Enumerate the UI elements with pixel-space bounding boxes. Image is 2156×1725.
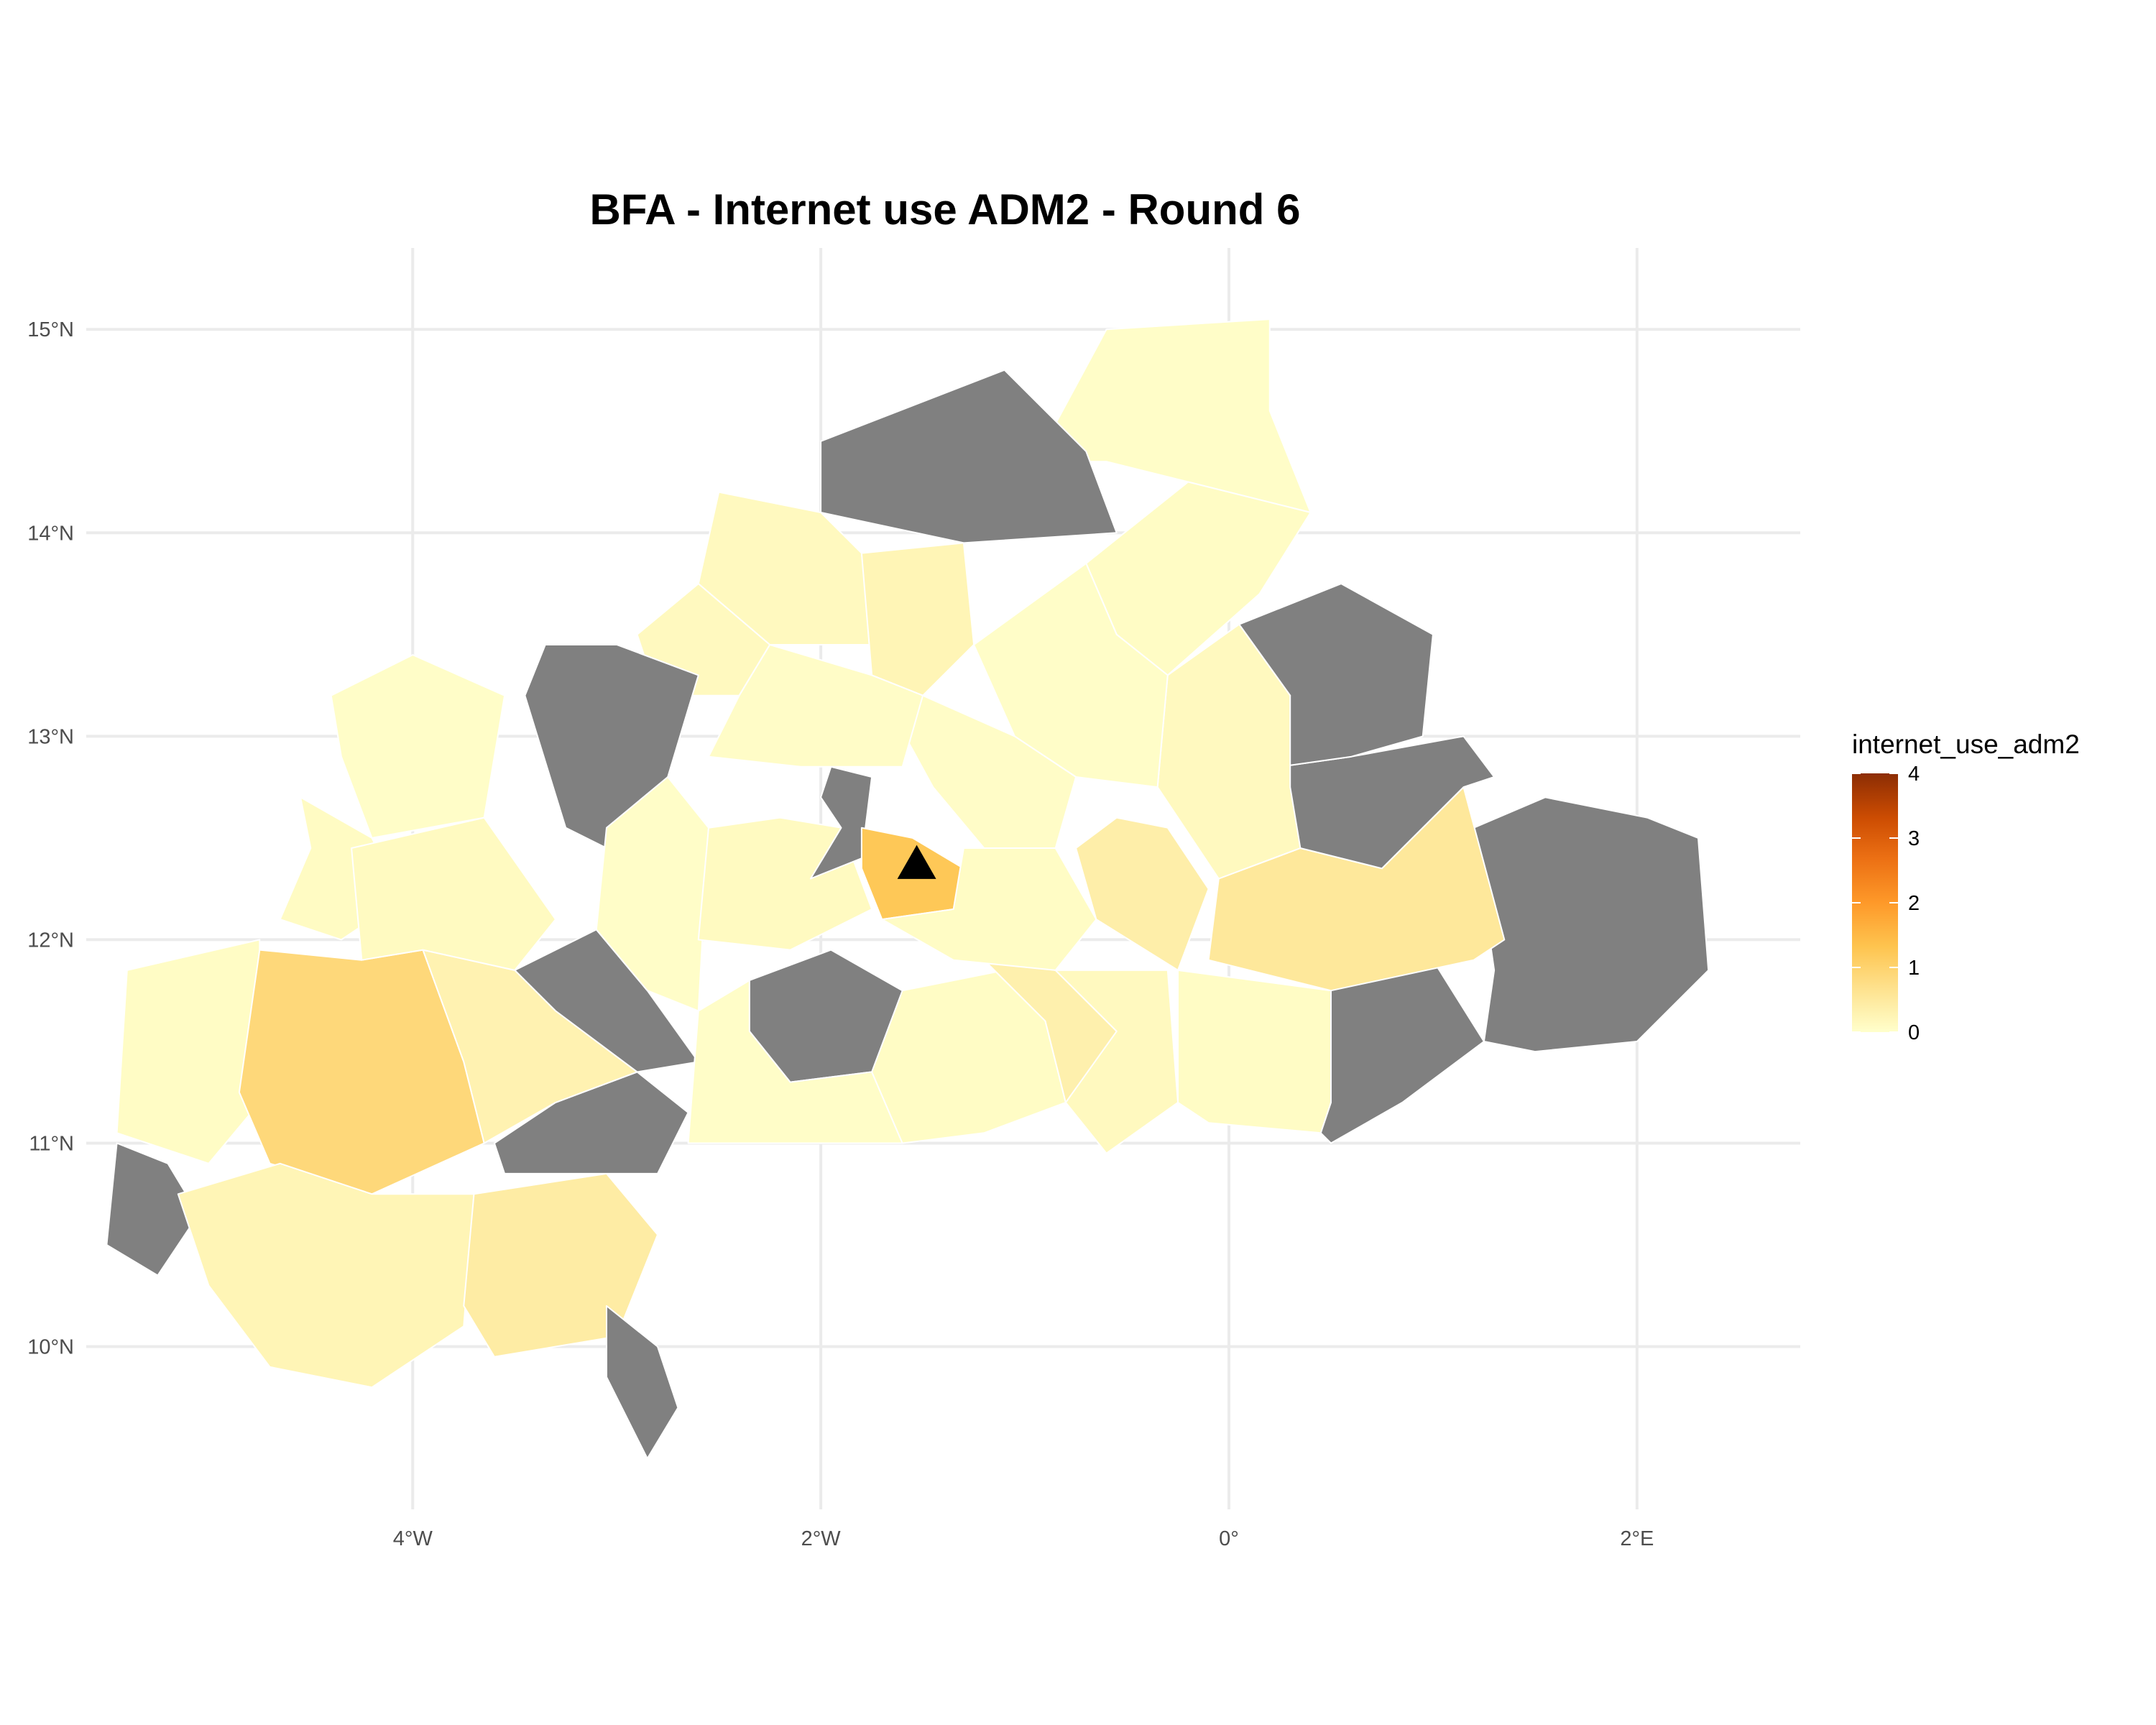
region-r25 [1177, 969, 1332, 1134]
legend-tick-label-0: 0 [1908, 1021, 1920, 1044]
legend: internet_use_adm2 0 1 2 3 4 [1852, 730, 2080, 1044]
region-r40 [1075, 816, 1210, 971]
y-tick-label-3: 13°N [27, 725, 74, 748]
y-tick-label-4: 14°N [27, 522, 74, 545]
region-r27 [1473, 796, 1710, 1053]
y-axis-ticks: 10°N 11°N 12°N 13°N 14°N 15°N [27, 318, 74, 1358]
x-tick-label-2: 0° [1219, 1527, 1239, 1550]
region-r35 [708, 644, 924, 768]
legend-title: internet_use_adm2 [1852, 730, 2080, 759]
region-r09 [116, 939, 261, 1164]
region-r18 [351, 816, 556, 971]
region-r21 [687, 980, 903, 1144]
legend-tick-label-4: 4 [1908, 763, 1920, 786]
y-tick-label-1: 11°N [29, 1132, 74, 1155]
chart-title: BFA - Internet use ADM2 - Round 6 [590, 185, 1301, 234]
region-r07 [330, 654, 506, 839]
region-r37 [809, 765, 873, 880]
region-r12 [177, 1162, 475, 1389]
y-tick-label-2: 12°N [27, 929, 74, 952]
marker-layer [897, 845, 936, 879]
region-r24 [1054, 969, 1179, 1154]
legend-ticks: 0 1 2 3 4 [1852, 763, 1920, 1044]
y-tick-label-0: 10°N [27, 1336, 74, 1359]
legend-tick-label-1: 1 [1908, 957, 1920, 980]
region-r04 [860, 542, 975, 696]
region-r10 [106, 1142, 200, 1276]
y-tick-label-5: 15°N [27, 318, 74, 341]
x-tick-label-1: 2°W [801, 1527, 842, 1550]
region-r14 [606, 1305, 679, 1460]
x-tick-label-3: 2°E [1620, 1527, 1654, 1550]
region-r39 [881, 847, 1097, 971]
capital-marker-triangle [897, 845, 936, 879]
legend-tick-label-3: 3 [1908, 827, 1920, 850]
x-tick-label-0: 4°W [393, 1527, 433, 1550]
legend-tick-label-2: 2 [1908, 892, 1920, 915]
region-r17 [422, 949, 638, 1144]
region-r31 [1156, 623, 1302, 880]
adm2-regions [106, 318, 1710, 1460]
region-r26 [1319, 959, 1485, 1144]
x-axis-ticks: 4°W 2°W 0° 2°E [393, 1527, 1654, 1550]
